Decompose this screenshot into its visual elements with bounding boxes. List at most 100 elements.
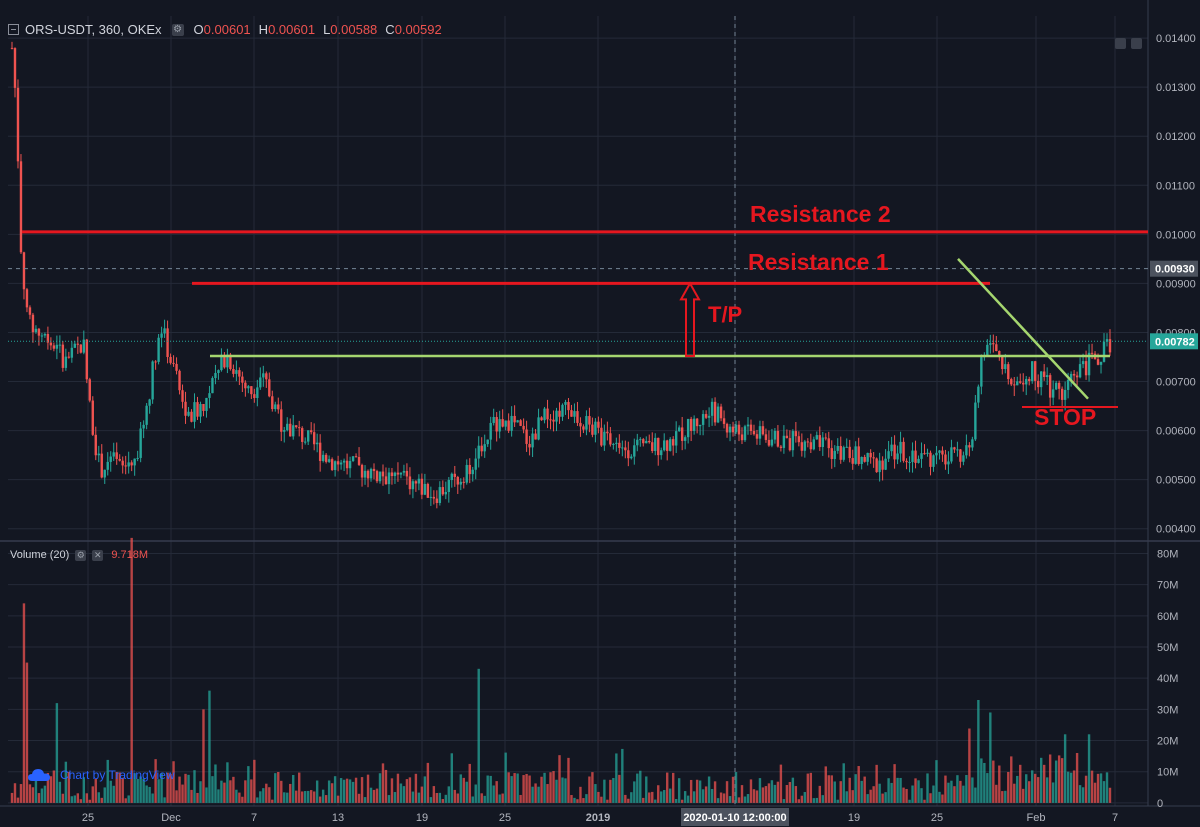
candle-body <box>342 460 346 463</box>
volume-bar <box>241 796 244 803</box>
candle-body <box>914 450 917 463</box>
candle-body <box>752 430 756 435</box>
candle-body <box>447 479 451 492</box>
price-axis-tick: 0.00500 <box>1156 475 1196 487</box>
volume-bar <box>351 781 355 803</box>
volume-bar <box>597 791 600 803</box>
candle-body <box>79 344 83 353</box>
volume-bar <box>516 773 519 803</box>
candle-body <box>369 468 373 479</box>
candle-body <box>220 354 223 371</box>
candle-body <box>25 289 29 308</box>
volume-bar <box>166 772 169 803</box>
candle-body <box>43 333 47 336</box>
crosshair-time-box <box>681 808 789 826</box>
volume-bar <box>498 794 501 803</box>
close-icon[interactable]: ✕ <box>92 549 104 561</box>
take-profit-arrow[interactable] <box>679 281 701 358</box>
volume-bar <box>764 786 768 803</box>
volume-bar <box>172 761 175 803</box>
volume-bar <box>680 799 684 803</box>
volume-bar <box>579 786 582 803</box>
volume-bar <box>624 794 627 803</box>
candle-body <box>1051 389 1055 398</box>
volume-bar <box>474 784 477 803</box>
volume-bar <box>247 766 250 803</box>
volume-bar <box>1019 764 1022 803</box>
volume-bar <box>471 796 474 803</box>
candle-body <box>594 421 597 435</box>
candle-body <box>142 424 145 429</box>
volume-bar <box>549 772 552 803</box>
volume-bar <box>357 793 361 803</box>
volume-bar <box>58 781 62 803</box>
candle-body <box>345 460 349 469</box>
candle-body <box>797 436 801 443</box>
volume-bar <box>139 776 142 803</box>
downtrend-line[interactable] <box>957 258 1089 400</box>
volume-bar <box>1072 770 1076 803</box>
candle-body <box>46 333 50 343</box>
volume-bar <box>393 792 397 803</box>
volume-bar <box>244 780 247 803</box>
candle-body <box>734 424 738 433</box>
candle-body <box>426 483 430 498</box>
candle-body <box>10 47 14 49</box>
volume-bar <box>333 776 337 803</box>
settings-icon[interactable]: ⚙ <box>171 23 184 36</box>
volume-bar <box>486 775 489 803</box>
volume-bar <box>76 793 80 803</box>
volume-bar <box>594 784 597 803</box>
collapse-icon[interactable] <box>8 24 19 35</box>
volume-bar <box>821 795 824 803</box>
volume-axis-tick: 70M <box>1157 580 1178 592</box>
volume-bar <box>417 792 421 803</box>
candle-body <box>244 382 247 389</box>
volume-bar <box>639 770 642 803</box>
volume-bar <box>881 793 884 803</box>
volume-bar <box>214 764 217 803</box>
volume-bar <box>818 785 821 803</box>
candle-body <box>229 354 232 370</box>
candle-body <box>764 434 768 440</box>
volume-bar <box>348 779 352 803</box>
candle-body <box>944 454 947 465</box>
volume-bar <box>205 787 208 803</box>
candle-body <box>450 473 453 480</box>
volume-bar <box>740 785 744 803</box>
price-axis-tick: 0.01400 <box>1156 33 1196 45</box>
volume-axis-tick: 20M <box>1157 736 1178 748</box>
volume-bar <box>226 762 229 803</box>
price-axis-tick: 0.01100 <box>1156 180 1195 192</box>
pane-button[interactable] <box>1131 38 1142 49</box>
candle-body <box>633 445 636 457</box>
volume-bar <box>830 775 833 803</box>
candle-body <box>247 386 250 389</box>
candle-body <box>875 458 878 473</box>
volume-bar <box>773 784 777 803</box>
candle-body <box>405 470 409 477</box>
volume-bar <box>280 780 283 803</box>
settings-icon[interactable]: ⚙ <box>75 549 87 561</box>
volume-bar <box>312 791 316 803</box>
candle-body <box>695 418 699 427</box>
candle-body <box>779 446 783 448</box>
candle-body <box>283 430 286 432</box>
candle-body <box>133 458 136 466</box>
candle-body <box>1066 379 1070 390</box>
candle-body <box>474 458 477 470</box>
volume-bar <box>941 794 944 803</box>
candle-body <box>318 442 322 461</box>
tradingview-attribution[interactable]: Chart by TradingView <box>28 768 175 782</box>
candle-body <box>615 442 618 444</box>
volume-bar <box>321 789 325 803</box>
time-axis-tick: Feb <box>1027 812 1046 824</box>
symbol-title: ORS-USDT, 360, OKEx <box>25 22 162 37</box>
candle-body <box>666 440 669 451</box>
volume-bar <box>121 777 124 803</box>
candle-body <box>387 472 391 485</box>
scale-button[interactable] <box>1115 38 1126 49</box>
candle-body <box>719 406 723 419</box>
candle-body <box>794 431 798 437</box>
